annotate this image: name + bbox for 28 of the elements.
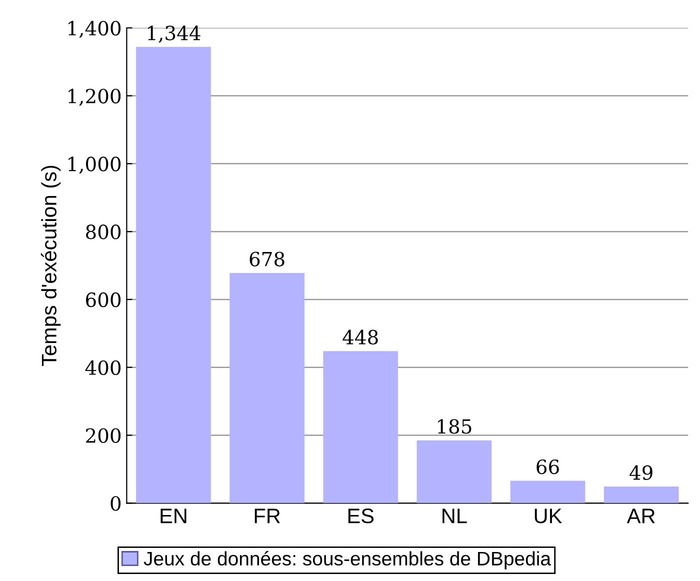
text: 66 — [536, 459, 559, 474]
y-tick-label: 1,400 — [68, 20, 121, 38]
text: 49 — [630, 465, 652, 480]
y-tick-label: 1,200 — [68, 88, 121, 106]
x-tick-label: NL — [442, 508, 467, 524]
x-tick-label: AR — [626, 508, 655, 524]
bar — [510, 480, 586, 504]
y-tick-label: 600 — [86, 292, 121, 308]
bar — [416, 440, 492, 504]
y-tick-label: 0 — [110, 496, 121, 511]
x-tick-label: EN — [160, 508, 186, 524]
y-tick-label: 400 — [85, 360, 121, 376]
y-axis-title: Temps d'exécution (s) — [40, 166, 61, 366]
y-tick-label: 200 — [86, 428, 121, 443]
x-tick-label: FR — [254, 508, 280, 524]
y-tick-label: 1,000 — [68, 156, 121, 174]
bar — [604, 486, 679, 504]
text: 448 — [342, 330, 378, 345]
bar — [323, 351, 398, 504]
text: 1,344 — [148, 26, 200, 43]
bar — [136, 46, 211, 504]
x-tick-label: UK — [534, 508, 562, 524]
text: 678 — [250, 252, 284, 266]
legend-label: Jeux de données: sous-ensembles de DBpedia — [144, 551, 552, 570]
text: 185 — [438, 419, 472, 434]
bar — [230, 272, 304, 504]
y-tick-label: 800 — [86, 224, 121, 240]
x-tick-label: ES — [348, 508, 374, 524]
